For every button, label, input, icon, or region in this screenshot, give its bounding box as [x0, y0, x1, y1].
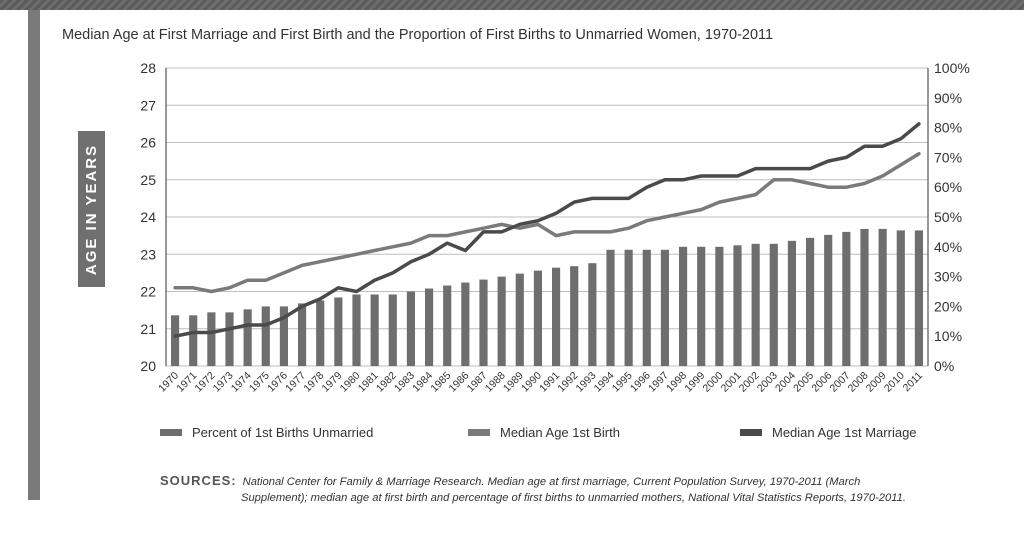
- bar: [914, 230, 924, 366]
- bar: [297, 303, 307, 366]
- bar: [751, 243, 760, 366]
- chart-title: Median Age at First Marriage and First B…: [62, 27, 774, 43]
- left-axis-tick-label: 24: [140, 209, 156, 225]
- left-axis-tick-label: 28: [140, 60, 156, 76]
- legend-swatch: [468, 429, 490, 436]
- left-axis-tick-label: 21: [140, 321, 156, 337]
- bar: [370, 294, 379, 366]
- right-axis-tick-label: 10%: [934, 328, 962, 344]
- bar: [787, 240, 797, 366]
- bar: [443, 285, 452, 366]
- bar: [189, 315, 198, 366]
- bar: [497, 276, 506, 366]
- bar: [878, 228, 887, 366]
- sources-line-2: Supplement); median age at first birth a…: [241, 492, 906, 504]
- left-axis-tick-label: 23: [140, 246, 156, 262]
- bar: [642, 249, 651, 366]
- right-axis-tick-label: 90%: [934, 90, 962, 106]
- bar: [824, 234, 833, 366]
- bar: [660, 249, 670, 366]
- bar: [225, 312, 234, 366]
- bar: [170, 315, 180, 366]
- sources-label: SOURCES:: [160, 473, 237, 488]
- bar: [896, 230, 905, 366]
- legend-swatch: [160, 429, 182, 436]
- bar: [678, 246, 688, 366]
- bar: [715, 246, 724, 366]
- bar: [406, 291, 416, 366]
- bar: [570, 266, 579, 366]
- bar: [842, 231, 851, 366]
- sources-note: SOURCES: National Center for Family & Mar…: [160, 473, 906, 506]
- right-axis-tick-label: 100%: [934, 60, 970, 76]
- legend-label: Median Age 1st Marriage: [772, 425, 917, 440]
- bar: [733, 245, 742, 366]
- bar: [261, 306, 270, 366]
- legend-item: Median Age 1st Marriage: [740, 425, 917, 440]
- right-axis-tick-label: 30%: [934, 269, 962, 285]
- legend-label: Percent of 1st Births Unmarried: [192, 425, 373, 440]
- right-axis-tick-label: 70%: [934, 149, 962, 165]
- legend-swatch: [740, 429, 762, 436]
- left-axis-tick-label: 22: [140, 284, 156, 300]
- bar: [388, 294, 397, 366]
- bar: [461, 282, 470, 366]
- sources-line-1: National Center for Family & Marriage Re…: [242, 476, 861, 488]
- bar: [697, 246, 706, 366]
- bar: [207, 312, 216, 366]
- left-axis-tick-label: 26: [140, 135, 156, 151]
- legend-label: Median Age 1st Birth: [500, 425, 620, 440]
- bar: [334, 297, 343, 366]
- bar: [515, 273, 524, 366]
- bar: [243, 309, 252, 366]
- median-age-marriage-line: [173, 122, 921, 338]
- bar: [805, 237, 815, 366]
- x-axis-tick-label: 2011: [901, 370, 926, 395]
- right-axis-tick-label: 20%: [934, 298, 962, 314]
- decorative-left-rule: [28, 10, 40, 500]
- left-axis-tick-label: 25: [140, 172, 156, 188]
- bar: [479, 279, 488, 366]
- bar: [551, 267, 561, 366]
- bar: [279, 306, 289, 366]
- right-axis-tick-label: 60%: [934, 179, 962, 195]
- right-axis-tick-label: 80%: [934, 120, 962, 136]
- decorative-top-band: [0, 0, 1024, 10]
- left-axis-tick-label: 20: [140, 358, 156, 374]
- left-axis-label-tag: AGE IN YEARS: [78, 131, 105, 287]
- legend-item: Percent of 1st Births Unmarried: [160, 425, 373, 440]
- median-age-birth-line: [173, 151, 921, 294]
- bar: [606, 249, 615, 366]
- bar: [533, 270, 543, 366]
- bar: [588, 263, 597, 366]
- bar: [769, 243, 778, 366]
- bar: [316, 300, 325, 366]
- bar: [424, 288, 434, 366]
- legend-item: Median Age 1st Birth: [468, 425, 620, 440]
- bar: [624, 249, 633, 366]
- right-axis-tick-label: 40%: [934, 239, 962, 255]
- bar: [352, 294, 361, 366]
- left-axis-tick-label: 27: [140, 97, 156, 113]
- right-axis-tick-label: 0%: [934, 358, 954, 374]
- bar: [860, 228, 869, 366]
- right-axis-tick-label: 50%: [934, 209, 962, 225]
